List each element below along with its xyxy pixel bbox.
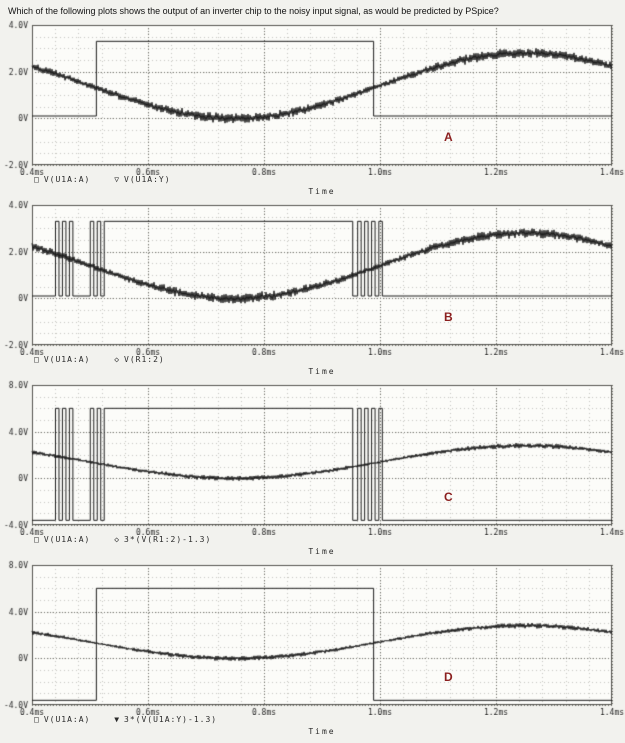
answer-label-a: A xyxy=(444,130,453,144)
plot-a-legend: □ V(U1A:A) ▽ V(U1A:Y) xyxy=(34,175,171,184)
square-marker-icon: □ xyxy=(34,355,40,364)
square-marker-icon: □ xyxy=(34,175,40,184)
legend-series-name: 3*(V(R1:2)-1.3) xyxy=(124,535,212,544)
answer-label-c: C xyxy=(444,490,453,504)
triangle-marker-icon: ▽ xyxy=(114,175,121,184)
plot-c-legend: □ V(U1A:A) ◇ 3*(V(R1:2)-1.3) xyxy=(34,535,211,544)
plot-panel-a: □ V(U1A:A) ▽ V(U1A:Y) Time A xyxy=(0,19,625,199)
legend-series-name: V(R1:2) xyxy=(124,355,165,364)
time-axis-label: Time xyxy=(308,187,336,196)
time-axis-label: Time xyxy=(308,367,336,376)
legend-entry: □ V(U1A:A) xyxy=(34,715,90,724)
legend-series-name: 3*(V(U1A:Y)-1.3) xyxy=(124,715,218,724)
plot-d-canvas xyxy=(0,559,625,715)
square-marker-icon: □ xyxy=(34,535,40,544)
legend-series-name: V(U1A:A) xyxy=(43,175,91,184)
legend-series-name: V(U1A:Y) xyxy=(124,175,171,184)
diamond-marker-icon: ◇ xyxy=(114,535,121,544)
legend-entry: □ V(U1A:A) xyxy=(34,175,90,184)
plot-panel-d: □ V(U1A:A) ▼ 3*(V(U1A:Y)-1.3) Time D xyxy=(0,559,625,739)
time-axis-label: Time xyxy=(308,727,336,736)
plot-b-legend: □ V(U1A:A) ◇ V(R1:2) xyxy=(34,355,165,364)
plot-b-canvas xyxy=(0,199,625,355)
legend-entry: ◇ 3*(V(R1:2)-1.3) xyxy=(114,535,211,544)
square-marker-icon: □ xyxy=(34,715,40,724)
answer-label-d: D xyxy=(444,670,453,684)
plot-c-canvas xyxy=(0,379,625,535)
question-text: Which of the following plots shows the o… xyxy=(8,6,499,16)
legend-entry: □ V(U1A:A) xyxy=(34,535,90,544)
plot-d-legend: □ V(U1A:A) ▼ 3*(V(U1A:Y)-1.3) xyxy=(34,715,217,724)
time-axis-label: Time xyxy=(308,547,336,556)
plot-panel-b: □ V(U1A:A) ◇ V(R1:2) Time B xyxy=(0,199,625,379)
legend-entry: □ V(U1A:A) xyxy=(34,355,90,364)
plot-a-canvas xyxy=(0,19,625,175)
answer-label-b: B xyxy=(444,310,453,324)
legend-series-name: V(U1A:A) xyxy=(43,715,91,724)
legend-entry: ◇ V(R1:2) xyxy=(114,355,165,364)
legend-entry: ▼ 3*(V(U1A:Y)-1.3) xyxy=(114,715,217,724)
legend-entry: ▽ V(U1A:Y) xyxy=(114,175,170,184)
triangle-down-marker-icon: ▼ xyxy=(114,715,121,724)
plot-panel-c: □ V(U1A:A) ◇ 3*(V(R1:2)-1.3) Time C xyxy=(0,379,625,559)
legend-series-name: V(U1A:A) xyxy=(43,535,91,544)
diamond-marker-icon: ◇ xyxy=(114,355,121,364)
legend-series-name: V(U1A:A) xyxy=(43,355,91,364)
